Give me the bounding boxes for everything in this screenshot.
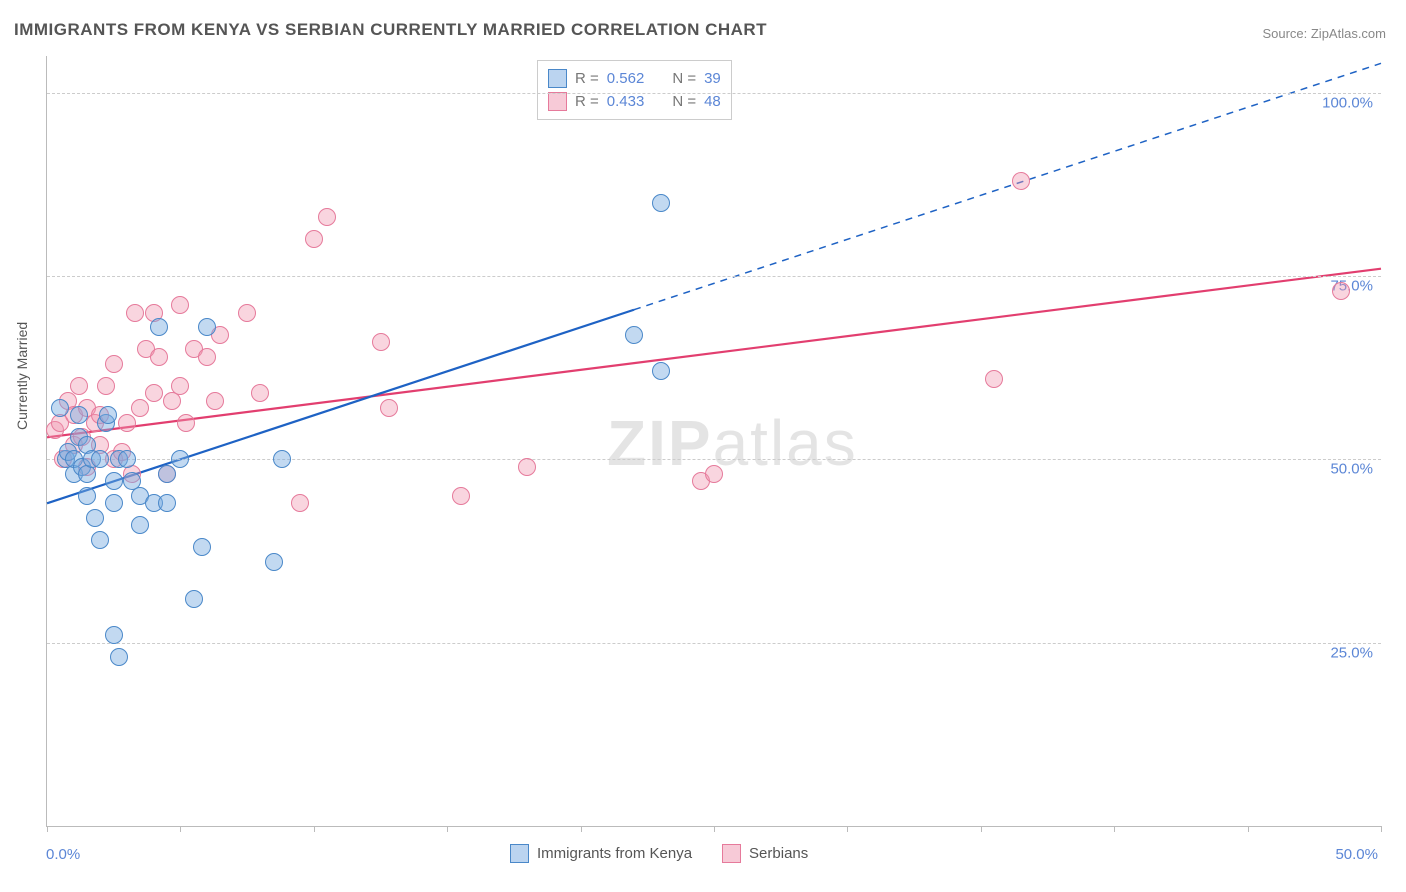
data-point: [171, 296, 189, 314]
r-legend-box: R = 0.562 N = 39 R = 0.433 N = 48: [537, 60, 732, 120]
data-point: [185, 590, 203, 608]
data-point: [273, 450, 291, 468]
data-point: [78, 487, 96, 505]
data-point: [158, 465, 176, 483]
x-tick: [1248, 826, 1249, 832]
x-tick: [1114, 826, 1115, 832]
data-point: [70, 377, 88, 395]
data-point: [105, 355, 123, 373]
data-point: [99, 406, 117, 424]
source-value: ZipAtlas.com: [1311, 26, 1386, 41]
data-point: [251, 384, 269, 402]
data-point: [171, 377, 189, 395]
trend-lines-layer: [47, 56, 1381, 826]
gridline-h: [47, 459, 1381, 460]
series-legend: Immigrants from Kenya Serbians: [510, 844, 808, 863]
swatch-b-icon: [548, 92, 567, 111]
data-point: [150, 348, 168, 366]
data-point: [177, 414, 195, 432]
data-point: [380, 399, 398, 417]
data-point: [238, 304, 256, 322]
n-value-b: 48: [704, 93, 721, 110]
data-point: [91, 531, 109, 549]
data-point: [51, 399, 69, 417]
swatch-a-icon: [510, 844, 529, 863]
chart-title: IMMIGRANTS FROM KENYA VS SERBIAN CURRENT…: [14, 20, 767, 40]
data-point: [518, 458, 536, 476]
data-point: [652, 362, 670, 380]
n-value-a: 39: [704, 70, 721, 87]
legend-label-b: Serbians: [749, 845, 808, 862]
trend-line: [47, 269, 1381, 438]
legend-label-a: Immigrants from Kenya: [537, 845, 692, 862]
x-tick: [981, 826, 982, 832]
y-tick-label: 25.0%: [1330, 644, 1373, 661]
gridline-h: [47, 643, 1381, 644]
data-point: [265, 553, 283, 571]
x-tick: [581, 826, 582, 832]
data-point: [452, 487, 470, 505]
data-point: [206, 392, 224, 410]
x-tick: [447, 826, 448, 832]
source-label: Source: ZipAtlas.com: [1262, 26, 1386, 41]
x-tick: [847, 826, 848, 832]
y-tick-label: 50.0%: [1330, 461, 1373, 478]
r-legend-row-a: R = 0.562 N = 39: [548, 67, 721, 90]
x-tick: [314, 826, 315, 832]
data-point: [193, 538, 211, 556]
gridline-h: [47, 93, 1381, 94]
data-point: [652, 194, 670, 212]
x-tick: [180, 826, 181, 832]
data-point: [158, 494, 176, 512]
data-point: [318, 208, 336, 226]
legend-item-b: Serbians: [722, 844, 808, 863]
trend-line: [634, 63, 1381, 309]
data-point: [305, 230, 323, 248]
legend-item-a: Immigrants from Kenya: [510, 844, 692, 863]
r-value-b: 0.433: [607, 93, 645, 110]
data-point: [91, 450, 109, 468]
data-point: [105, 472, 123, 490]
data-point: [150, 318, 168, 336]
r-label: R =: [575, 93, 599, 110]
r-value-a: 0.562: [607, 70, 645, 87]
y-tick-label: 100.0%: [1322, 94, 1373, 111]
gridline-h: [47, 276, 1381, 277]
swatch-a-icon: [548, 69, 567, 88]
data-point: [131, 516, 149, 534]
data-point: [105, 626, 123, 644]
source-prefix: Source:: [1262, 26, 1310, 41]
y-axis-label: Currently Married: [14, 322, 30, 430]
data-point: [131, 399, 149, 417]
data-point: [1012, 172, 1030, 190]
data-point: [86, 509, 104, 527]
data-point: [372, 333, 390, 351]
data-point: [145, 384, 163, 402]
data-point: [126, 304, 144, 322]
x-tick: [714, 826, 715, 832]
x-tick-label-max: 50.0%: [1335, 846, 1378, 863]
x-tick-label-min: 0.0%: [46, 846, 80, 863]
data-point: [291, 494, 309, 512]
data-point: [105, 494, 123, 512]
x-tick: [1381, 826, 1382, 832]
chart-plot-area: ZIPatlas R = 0.562 N = 39 R = 0.433 N = …: [46, 56, 1381, 827]
r-label: R =: [575, 70, 599, 87]
n-label: N =: [672, 70, 696, 87]
data-point: [705, 465, 723, 483]
data-point: [110, 648, 128, 666]
data-point: [118, 414, 136, 432]
x-tick: [47, 826, 48, 832]
data-point: [985, 370, 1003, 388]
n-label: N =: [672, 93, 696, 110]
data-point: [70, 406, 88, 424]
data-point: [198, 348, 216, 366]
data-point: [171, 450, 189, 468]
data-point: [1332, 282, 1350, 300]
data-point: [97, 377, 115, 395]
data-point: [118, 450, 136, 468]
swatch-b-icon: [722, 844, 741, 863]
data-point: [625, 326, 643, 344]
data-point: [198, 318, 216, 336]
